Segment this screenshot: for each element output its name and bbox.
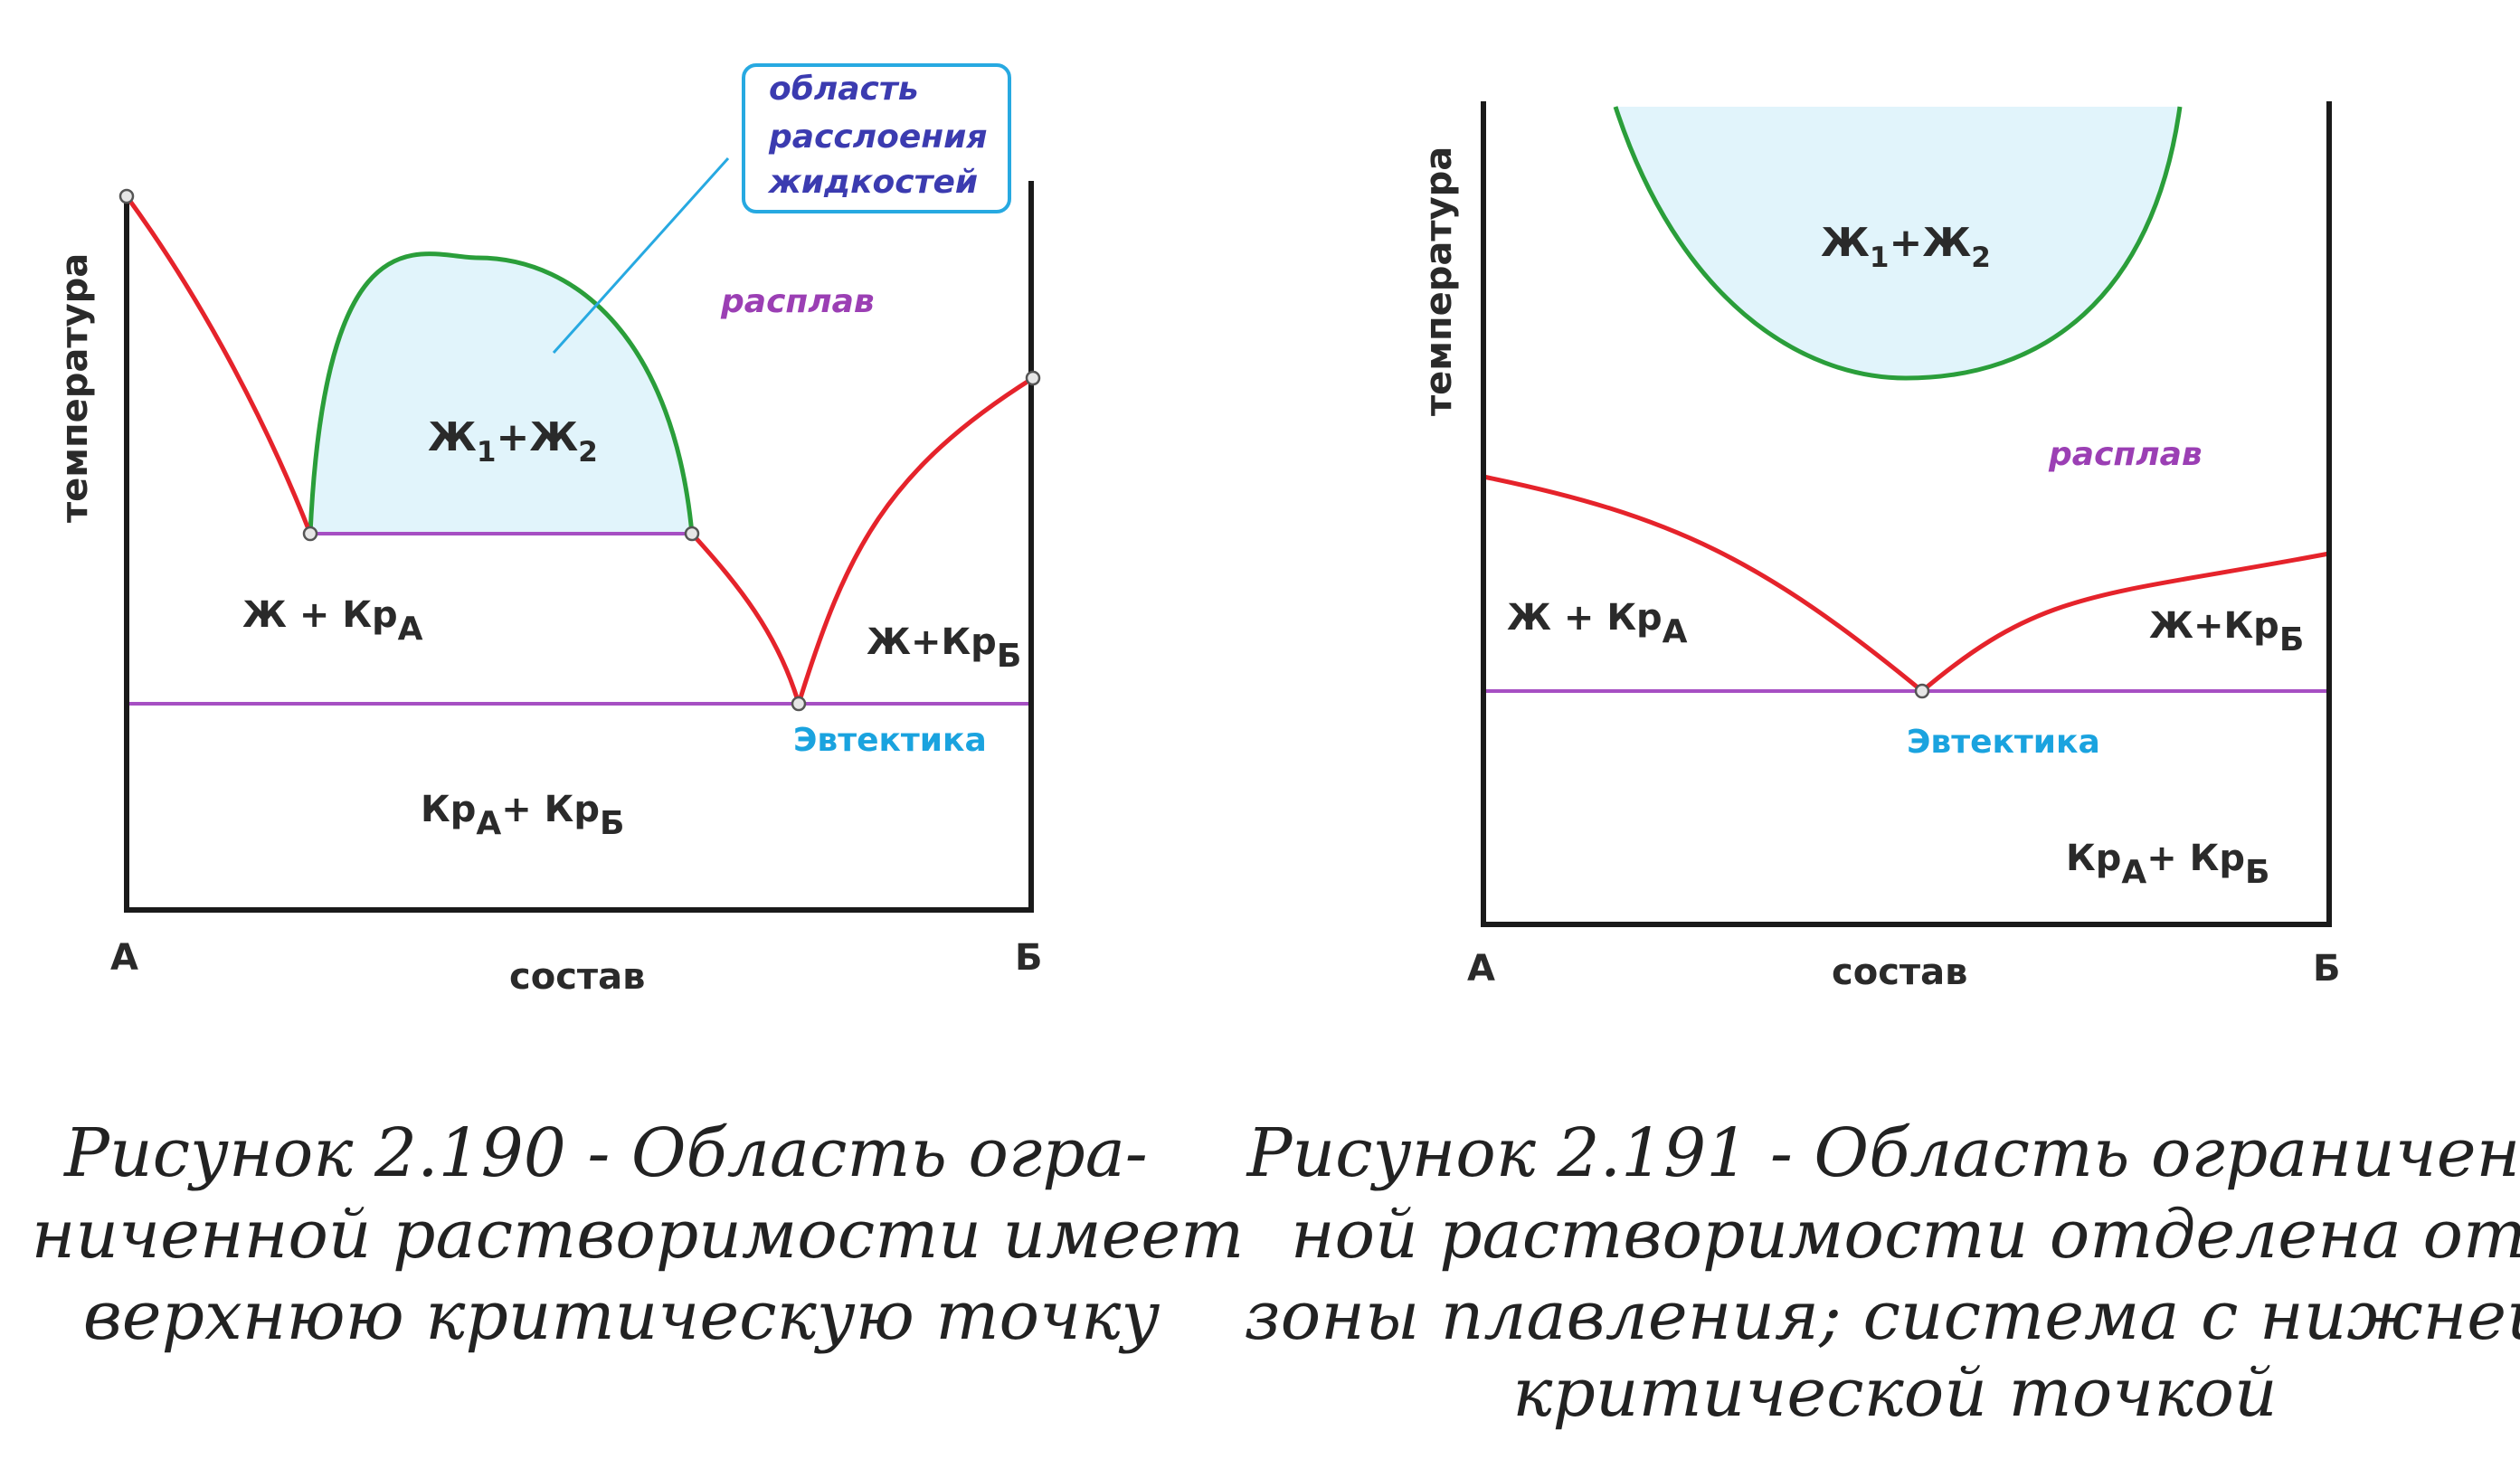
miscibility-dome: [308, 251, 695, 535]
region-solid: КрА+ КрБ: [421, 789, 624, 842]
end-label-b: Б: [1015, 937, 1043, 979]
callout-leader: [552, 156, 730, 355]
x-axis-label: состав: [1832, 952, 1967, 993]
eutectic-label: Эвтектика: [1907, 724, 2100, 761]
region-solid: КрА+ КрБ: [2066, 838, 2269, 891]
x-axis-label: состав: [509, 956, 645, 998]
two-liquid-region-fill: [1615, 107, 2180, 378]
region-melt: расплав: [720, 283, 875, 320]
figure-191: Ж1+Ж2 расплав Ж + КрА Ж+КрБ Эвтектика Кр…: [1244, 101, 2520, 1432]
melting-point-b: [1025, 370, 1041, 386]
end-label-b: Б: [2313, 948, 2341, 990]
figure-190: область расслоения жидкостей Ж1+Ж2 распл…: [32, 63, 1245, 1355]
liquidus-middle: [690, 532, 801, 705]
caption-190-line-2: ниченной растворимости имеет: [32, 1196, 1245, 1274]
eutectic-label: Эвтектика: [793, 722, 987, 759]
callout-line-3: жидкостей: [767, 164, 978, 201]
liquidus-b: [1920, 551, 2330, 693]
region-liquid-a: Ж + КрА: [1507, 597, 1688, 650]
miscibility-curve: [1613, 106, 2183, 381]
eutectic-point: [1914, 683, 1930, 699]
callout-line-1: область: [769, 71, 919, 108]
region-liquid-b: Ж+КрБ: [2149, 605, 2304, 658]
region-two-liquids: Ж1+Ж2: [428, 414, 598, 469]
monotectic-point-right: [684, 526, 700, 542]
region-two-liquids: Ж1+Ж2: [1821, 220, 1991, 274]
monotectic-point-left: [302, 526, 318, 542]
callout-box: [742, 63, 1011, 213]
caption-190-line-3: верхнюю критическую точку: [83, 1277, 1161, 1355]
liquidus-b: [796, 375, 1035, 705]
region-liquid-b: Ж+КрБ: [867, 621, 1021, 675]
y-axis-label: температура: [1418, 147, 1460, 416]
liquidus-a: [1483, 474, 1924, 693]
caption-190-line-1: Рисунок 2.190 - Область огра-: [62, 1114, 1148, 1192]
liquidus-a: [124, 194, 313, 535]
end-label-a: А: [110, 937, 138, 979]
end-label-a: А: [1467, 948, 1495, 990]
melting-point-a: [118, 188, 135, 204]
caption-191-line-1: Рисунок 2.191 - Область ограничен-: [1246, 1114, 2520, 1192]
eutectic-point: [791, 696, 807, 712]
caption-191-line-2: ной растворимости отделена от: [1291, 1196, 2520, 1274]
two-liquid-region-fill: [310, 253, 692, 534]
region-liquid-a: Ж + КрА: [242, 594, 423, 648]
caption-191-line-4: критической точкой: [1512, 1354, 2277, 1432]
callout-line-2: расслоения: [768, 118, 987, 156]
region-melt: расплав: [2048, 436, 2203, 473]
caption-191-line-3: зоны плавления; система с нижней: [1244, 1277, 2520, 1355]
y-axis-label: температура: [54, 253, 96, 523]
